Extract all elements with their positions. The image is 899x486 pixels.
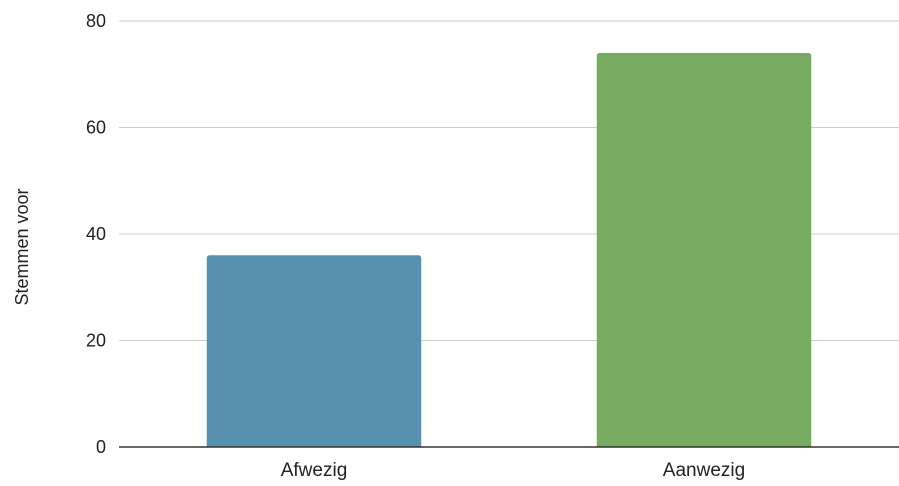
bars (206, 52, 812, 447)
x-tick-label: Afwezig (281, 460, 348, 481)
y-tick-label: 0 (96, 437, 106, 457)
bar-aanwezig (596, 52, 812, 447)
y-tick-label: 60 (86, 118, 106, 138)
axes: 0 20 40 60 80 Afwezig Aanwezig (86, 11, 899, 481)
y-tick-label: 20 (86, 331, 106, 351)
bar-afwezig (206, 255, 422, 447)
x-tick-label: Aanwezig (663, 460, 745, 481)
y-tick-label: 40 (86, 224, 106, 244)
y-axis-label: Stemmen voor (12, 188, 32, 305)
y-tick-label: 80 (86, 11, 106, 31)
